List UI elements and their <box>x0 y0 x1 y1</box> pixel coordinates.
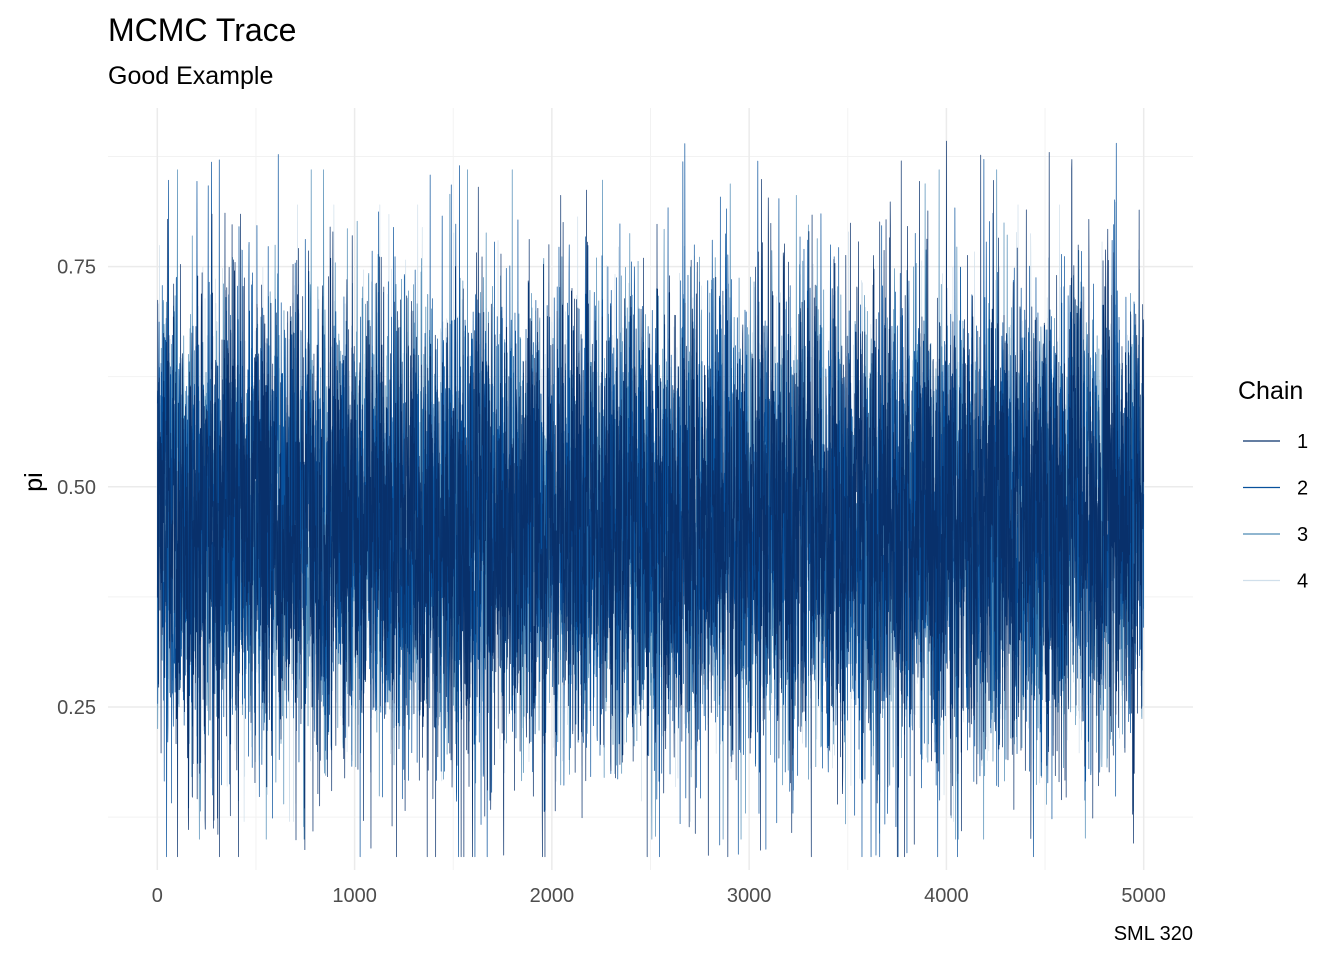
x-tick-label: 5000 <box>1121 885 1166 907</box>
legend: Chain 1 2 3 4 <box>1238 377 1308 593</box>
chart-subtitle: Good Example <box>108 62 273 90</box>
trace-line-chain-1 <box>156 140 1145 858</box>
y-tick-label: 0.25 <box>57 697 96 719</box>
legend-label-chain-3: 3 <box>1297 524 1308 546</box>
x-axis-ticks: 0 1000 2000 3000 4000 5000 <box>152 885 1166 907</box>
trace-lines <box>156 140 1145 858</box>
y-axis-ticks: 0.25 0.50 0.75 <box>57 257 96 719</box>
y-tick-label: 0.75 <box>57 257 96 279</box>
x-tick-label: 0 <box>152 885 163 907</box>
x-tick-label: 4000 <box>924 885 969 907</box>
legend-label-chain-1: 1 <box>1297 431 1308 453</box>
x-tick-label: 1000 <box>332 885 377 907</box>
x-tick-label: 3000 <box>727 885 772 907</box>
chart-title: MCMC Trace <box>108 12 296 48</box>
legend-label-chain-4: 4 <box>1297 571 1308 593</box>
x-tick-label: 2000 <box>530 885 575 907</box>
y-axis-title: pi <box>20 472 48 491</box>
legend-label-chain-2: 2 <box>1297 478 1308 500</box>
chart-caption: SML 320 <box>1114 923 1193 945</box>
y-tick-label: 0.50 <box>57 477 96 499</box>
legend-title: Chain <box>1238 377 1303 405</box>
